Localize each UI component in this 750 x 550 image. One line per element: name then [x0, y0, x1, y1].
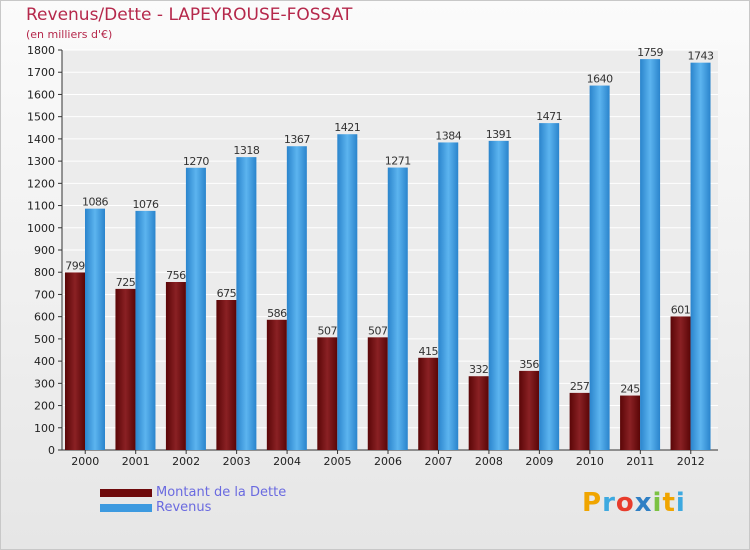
y-tick-label: 1400 [27, 133, 55, 146]
x-tick-label: 2010 [576, 455, 604, 468]
data-label-dette: 415 [418, 345, 438, 358]
bar-dette [65, 272, 85, 450]
bar-dette [670, 316, 691, 450]
data-label-dette: 799 [65, 259, 85, 272]
bar-dette [519, 370, 540, 450]
y-tick-label: 1700 [27, 66, 55, 79]
data-label-dette: 245 [620, 383, 640, 396]
data-label-revenus: 1384 [435, 129, 461, 142]
y-tick-label: 1200 [27, 177, 55, 190]
data-label-revenus: 1086 [82, 196, 108, 209]
y-tick-label: 700 [34, 288, 55, 301]
bar-dette [468, 376, 489, 450]
data-label-dette: 332 [469, 363, 489, 376]
bar-dette [317, 337, 338, 450]
x-tick-label: 2002 [172, 455, 200, 468]
data-label-revenus: 1421 [334, 121, 360, 134]
bar-dette [569, 392, 590, 450]
y-tick-label: 0 [48, 444, 55, 457]
bar-dette [165, 282, 186, 450]
data-label-revenus: 1759 [637, 46, 663, 59]
logo-letter: x [634, 488, 653, 518]
data-label-revenus: 1743 [688, 50, 714, 63]
y-tick-label: 100 [34, 422, 55, 435]
bar-revenus [589, 85, 610, 451]
bar-revenus [690, 62, 711, 451]
bar-revenus [185, 167, 206, 450]
y-tick-label: 400 [34, 355, 55, 368]
legend-swatch-revenus [100, 504, 152, 512]
data-label-dette: 601 [671, 303, 691, 316]
legend-label-dette: Montant de la Dette [156, 485, 287, 500]
chart-title: Revenus/Dette - LAPEYROUSE-FOSSAT [26, 5, 353, 25]
x-tick-label: 2000 [71, 455, 99, 468]
proxiti-logo: Proxiti [582, 488, 686, 518]
x-tick-label: 2011 [626, 455, 654, 468]
data-label-revenus: 1367 [284, 133, 310, 146]
logo-letter: t [662, 488, 676, 518]
x-tick-label: 2003 [223, 455, 251, 468]
chart-subtitle: (en milliers d'€) [26, 28, 113, 41]
x-tick-label: 2008 [475, 455, 503, 468]
data-label-revenus: 1076 [132, 198, 158, 211]
logo-letter: i [675, 488, 686, 518]
legend-label-revenus: Revenus [156, 500, 212, 515]
y-tick-label: 1600 [27, 88, 55, 101]
data-label-dette: 586 [267, 307, 287, 320]
x-tick-label: 2007 [424, 455, 452, 468]
data-label-revenus: 1271 [385, 155, 411, 168]
bar-revenus [488, 140, 509, 450]
y-tick-label: 900 [34, 244, 55, 257]
x-tick-label: 2004 [273, 455, 301, 468]
bar-revenus [640, 59, 661, 450]
bar-revenus [337, 134, 358, 450]
data-label-dette: 507 [368, 324, 388, 337]
data-label-dette: 725 [116, 276, 136, 289]
data-label-revenus: 1391 [486, 128, 512, 141]
y-tick-label: 600 [34, 311, 55, 324]
y-tick-label: 1300 [27, 155, 55, 168]
data-label-dette: 356 [519, 358, 539, 371]
x-tick-label: 2001 [122, 455, 150, 468]
data-label-dette: 756 [166, 269, 186, 282]
bar-revenus [286, 146, 307, 450]
bar-dette [266, 319, 287, 450]
legend-swatch-dette [100, 489, 152, 497]
x-tick-label: 2009 [525, 455, 553, 468]
x-tick-label: 2006 [374, 455, 402, 468]
y-tick-label: 1100 [27, 200, 55, 213]
logo-letter: P [582, 488, 603, 518]
y-tick-label: 300 [34, 377, 55, 390]
data-label-dette: 675 [217, 287, 237, 300]
x-tick-label: 2005 [324, 455, 352, 468]
data-label-dette: 257 [570, 380, 590, 393]
bar-revenus [135, 210, 156, 450]
y-tick-label: 200 [34, 400, 55, 413]
logo-letter: r [602, 488, 616, 518]
bar-revenus [539, 123, 560, 450]
data-label-revenus: 1318 [233, 144, 259, 157]
data-label-revenus: 1270 [183, 155, 209, 168]
bar-revenus [438, 142, 459, 450]
bar-dette [367, 337, 388, 450]
x-tick-label: 2012 [677, 455, 705, 468]
bar-revenus [85, 208, 105, 450]
data-label-revenus: 1640 [587, 73, 613, 86]
data-label-revenus: 1471 [536, 110, 562, 123]
y-tick-label: 800 [34, 266, 55, 279]
bar-dette [620, 395, 641, 450]
bar-dette [115, 288, 136, 450]
y-tick-label: 1500 [27, 111, 55, 124]
bar-dette [418, 357, 439, 450]
y-tick-label: 1000 [27, 222, 55, 235]
bar-dette [216, 300, 237, 450]
y-tick-label: 1800 [27, 44, 55, 57]
data-label-dette: 507 [318, 324, 338, 337]
logo-letter: i [652, 488, 663, 518]
logo-letter: o [615, 488, 635, 518]
bar-revenus [387, 167, 408, 451]
y-tick-label: 500 [34, 333, 55, 346]
bar-revenus [236, 157, 257, 450]
